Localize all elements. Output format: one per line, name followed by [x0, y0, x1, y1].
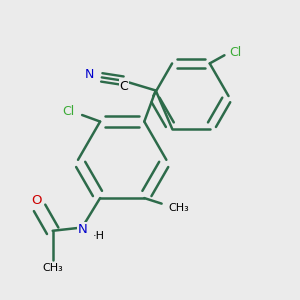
Text: ·H: ·H	[93, 231, 105, 241]
Text: Cl: Cl	[229, 46, 242, 59]
Text: C: C	[120, 80, 128, 93]
Text: CH₃: CH₃	[169, 202, 190, 213]
Text: N: N	[78, 223, 88, 236]
Text: CH₃: CH₃	[42, 263, 63, 273]
Text: O: O	[32, 194, 42, 207]
Text: Cl: Cl	[62, 105, 75, 118]
Text: N: N	[85, 68, 94, 81]
